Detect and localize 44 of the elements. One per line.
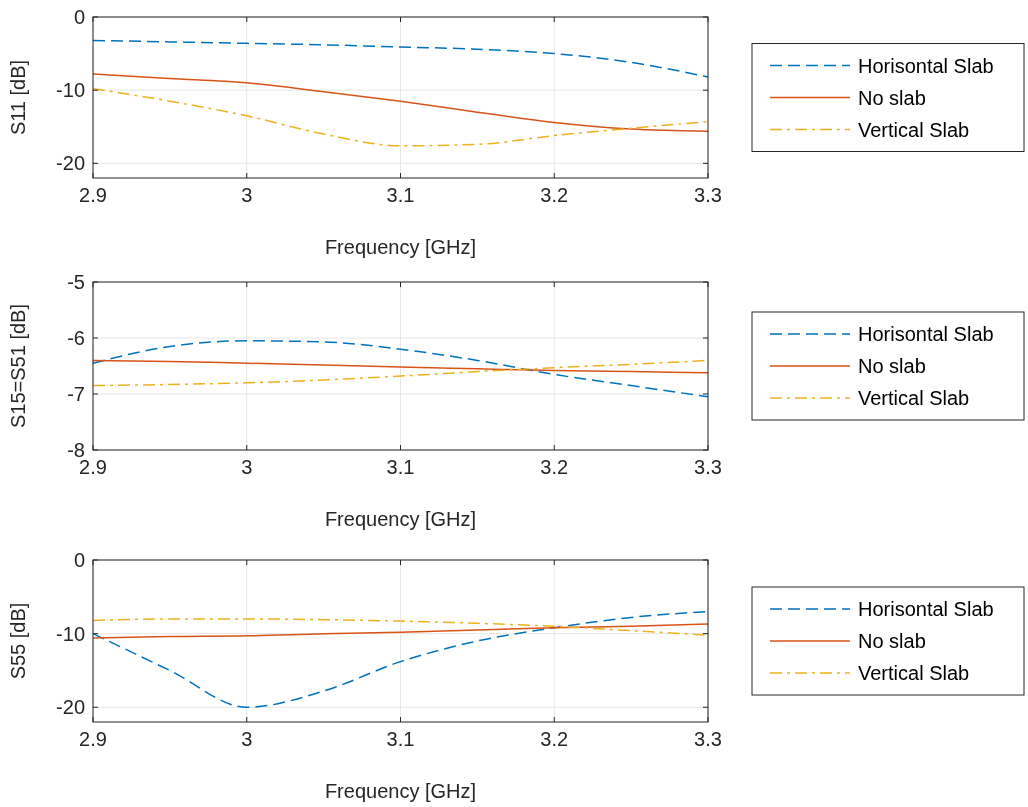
legend-label: Horisontal Slab (858, 598, 994, 620)
line-series (92, 340, 709, 398)
x-tick-label: 3 (241, 456, 253, 478)
y-tick-label: -5 (67, 271, 85, 293)
x-tick-label: 3.1 (386, 728, 415, 750)
legend-label: No slab (858, 630, 926, 652)
legend-label: Vertical Slab (858, 387, 970, 409)
x-tick-label: 3.2 (540, 456, 569, 478)
legend-label: Vertical Slab (858, 118, 970, 141)
legend-label: No slab (858, 355, 926, 377)
y-axis-title: S55 [dB] (7, 602, 29, 680)
x-tick-label: 3.3 (694, 184, 722, 206)
x-axis-title: Frequency [GHz] (324, 780, 477, 802)
line-series (92, 623, 709, 639)
x-tick-label: 3.1 (386, 456, 415, 478)
x-tick-label: 3.3 (694, 456, 722, 478)
x-tick-label: 2.9 (79, 728, 107, 750)
line-series (92, 39, 709, 78)
x-tick-label: 3 (241, 728, 253, 750)
y-tick-label: 0 (73, 6, 85, 28)
legend-label: Horisontal Slab (858, 323, 994, 345)
x-tick-label: 3.2 (540, 184, 569, 206)
y-tick-label: 0 (73, 549, 85, 571)
y-axis-title: S15=S51 [dB] (7, 304, 29, 428)
y-axis-title: S11 [dB] (7, 59, 29, 136)
line-series (92, 359, 709, 374)
x-tick-label: 3.1 (386, 184, 415, 206)
y-tick-label: -7 (67, 383, 85, 405)
legend-label: Horisontal Slab (858, 54, 994, 77)
line-series (92, 73, 709, 132)
y-tick-label: -20 (56, 696, 85, 719)
x-tick-label: 3.2 (540, 728, 569, 750)
y-tick-label: -10 (56, 79, 85, 102)
y-tick-label: -20 (56, 152, 85, 175)
legend-label: Vertical Slab (858, 662, 970, 684)
line-series (92, 87, 709, 147)
y-tick-label: -6 (67, 327, 85, 349)
x-axis-title: Frequency [GHz] (324, 508, 477, 530)
y-tick-label: -10 (56, 622, 85, 645)
x-tick-label: 3.3 (694, 728, 722, 750)
legend-label: No slab (858, 86, 926, 109)
x-tick-label: 3 (241, 184, 253, 206)
x-tick-label: 2.9 (79, 184, 107, 206)
x-axis-title: Frequency [GHz] (324, 236, 477, 258)
